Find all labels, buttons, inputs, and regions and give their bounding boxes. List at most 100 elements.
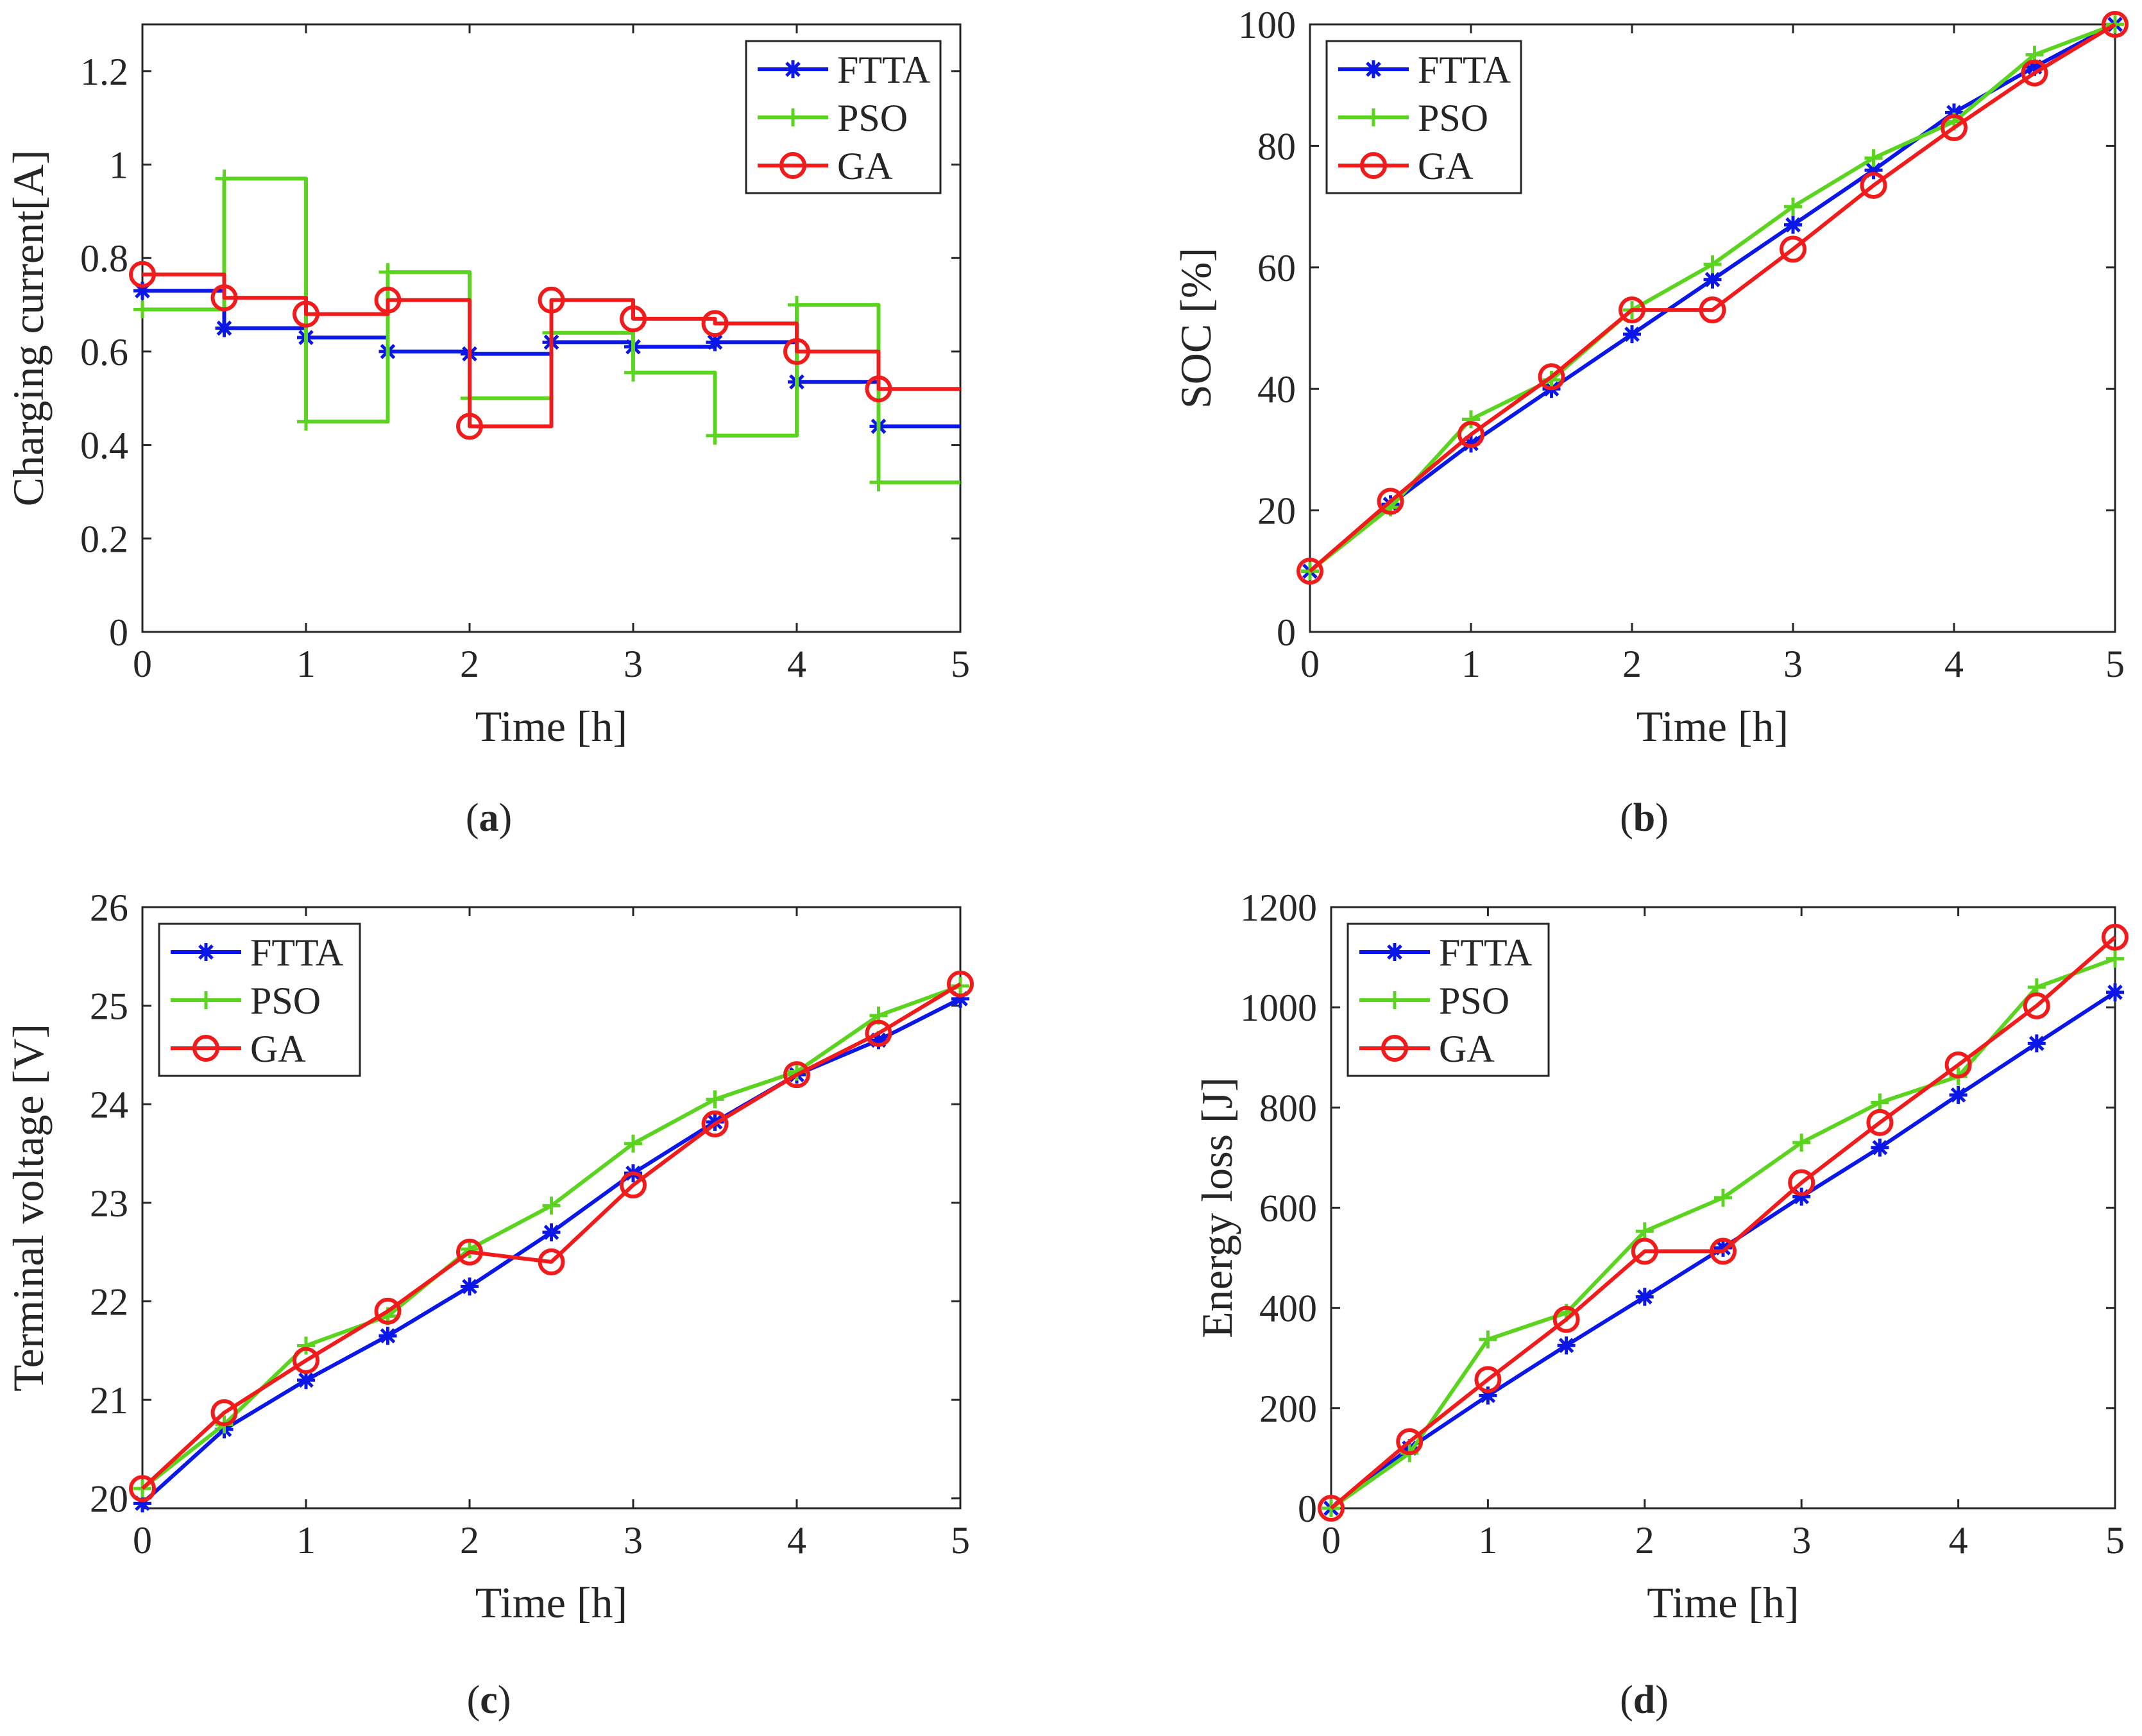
data-point-ga	[456, 413, 483, 440]
marker-asterisk	[1945, 103, 1963, 122]
marker-circle	[1318, 1495, 1345, 1522]
data-point-pso	[542, 1196, 561, 1215]
data-point-ftta	[869, 1031, 888, 1050]
data-point-pso	[706, 1090, 724, 1109]
marker-circle	[947, 970, 974, 998]
data-point-pso	[869, 473, 888, 491]
data-point-ftta	[1462, 434, 1480, 453]
marker-circle	[1699, 296, 1726, 324]
data-point-ftta	[1792, 1187, 1811, 1206]
y-tick-label: 1200	[1240, 887, 1317, 929]
marker-asterisk	[1714, 1238, 1732, 1257]
marker-plus	[1386, 991, 1404, 1009]
marker-asterisk	[1792, 1187, 1811, 1206]
marker-circle	[1941, 114, 1968, 141]
legend-item-pso: PSO	[171, 980, 321, 1022]
data-point-ga	[1944, 1051, 1972, 1078]
marker-circle	[1866, 1109, 1894, 1136]
marker-circle	[1377, 488, 1404, 515]
data-point-ga	[538, 286, 565, 314]
legend-label: PSO	[837, 97, 908, 139]
marker-plus	[706, 427, 724, 445]
marker-plus	[1462, 410, 1480, 429]
marker-circle	[1552, 1306, 1580, 1333]
marker-circle	[1788, 1169, 1815, 1196]
y-tick-label: 40	[1257, 368, 1296, 411]
x-tick-label: 4	[787, 1519, 806, 1562]
series-ga	[129, 970, 974, 1502]
marker-asterisk	[2027, 1034, 2046, 1053]
data-point-ga	[1631, 1238, 1658, 1265]
x-tick-label: 1	[1478, 1519, 1497, 1562]
x-tick-label: 3	[624, 1519, 643, 1562]
x-tick-label: 5	[951, 643, 970, 685]
marker-plus	[197, 991, 215, 1009]
marker-circle	[293, 1347, 319, 1374]
data-point-ga	[783, 337, 810, 365]
legend-label: PSO	[1439, 980, 1509, 1022]
data-point-ftta	[706, 333, 724, 352]
x-tick-label: 2	[1635, 1519, 1654, 1562]
x-axis: 0 1 2 3 4 5	[1300, 24, 2125, 685]
legend-marker-asterisk-icon	[1364, 60, 1382, 78]
data-point-ftta	[297, 1371, 315, 1390]
data-point-pso	[297, 1336, 315, 1355]
y-tick-label: 1000	[1240, 987, 1317, 1029]
data-point-ga	[1396, 1428, 1424, 1456]
x-tick-label: 0	[1322, 1519, 1341, 1562]
data-point-ftta	[1784, 216, 1802, 234]
y-tick-label: 60	[1257, 247, 1296, 289]
marker-plus	[1479, 1330, 1497, 1349]
marker-asterisk	[2106, 983, 2124, 1001]
data-point-pso	[1479, 1330, 1497, 1349]
data-point-pso	[1784, 198, 1802, 216]
marker-circle	[192, 1035, 219, 1062]
marker-circle	[374, 1297, 402, 1325]
caption-c: (c)	[467, 1678, 511, 1722]
marker-plus	[133, 300, 151, 319]
data-point-ga	[210, 284, 238, 312]
data-point-ftta	[2106, 983, 2124, 1001]
data-point-ga	[1619, 296, 1645, 324]
data-point-ftta	[1635, 1288, 1654, 1306]
y-tick-label: 1	[109, 144, 128, 187]
data-point-pso	[624, 1134, 642, 1153]
legend-item-ga: GA	[758, 145, 893, 187]
marker-plus	[784, 108, 802, 126]
series-line-ga	[142, 272, 960, 429]
y-axis: 0 20 40 60 80 100	[1238, 4, 2115, 654]
series-ga	[1318, 923, 2129, 1522]
y-tick-label: 200	[1259, 1388, 1317, 1430]
y-tick-label: 600	[1259, 1187, 1317, 1230]
marker-plus	[788, 296, 806, 314]
marker-circle	[456, 413, 483, 440]
y-axis-label: Charging current[A]	[4, 150, 53, 507]
data-point-ftta	[1623, 325, 1641, 343]
x-tick-label: 5	[951, 1519, 970, 1562]
y-tick-label: 0	[109, 611, 128, 654]
x-axis-label: Time [h]	[1647, 1578, 1799, 1627]
marker-plus	[1784, 198, 1802, 216]
x-tick-label: 4	[1944, 643, 1964, 685]
data-point-ga	[947, 970, 974, 998]
data-point-ga	[1377, 488, 1404, 515]
y-axis-label: SOC [%]	[1171, 248, 1220, 409]
data-point-ga	[865, 375, 892, 403]
marker-circle	[865, 1019, 892, 1047]
data-point-pso	[1462, 410, 1480, 429]
y-tick-label: 0	[1298, 1488, 1317, 1530]
legend: FTTA PSO GA	[1347, 923, 1550, 1077]
marker-asterisk	[297, 1371, 315, 1390]
data-point-ga	[129, 1475, 156, 1502]
x-tick-label: 0	[1300, 643, 1320, 685]
data-point-pso	[297, 413, 315, 431]
x-axis: 0 1 2 3 4 5	[1322, 907, 2125, 1562]
marker-plus	[1364, 108, 1382, 126]
legend-label: GA	[837, 145, 893, 187]
x-axis-label: Time [h]	[475, 702, 627, 751]
marker-circle	[1458, 421, 1484, 448]
y-axis: 0 200 400 600 800 1000 1200	[1240, 887, 2115, 1530]
data-point-ga	[783, 1061, 810, 1089]
series-line-ga	[140, 982, 962, 1490]
legend-marker-asterisk-icon	[784, 60, 802, 78]
